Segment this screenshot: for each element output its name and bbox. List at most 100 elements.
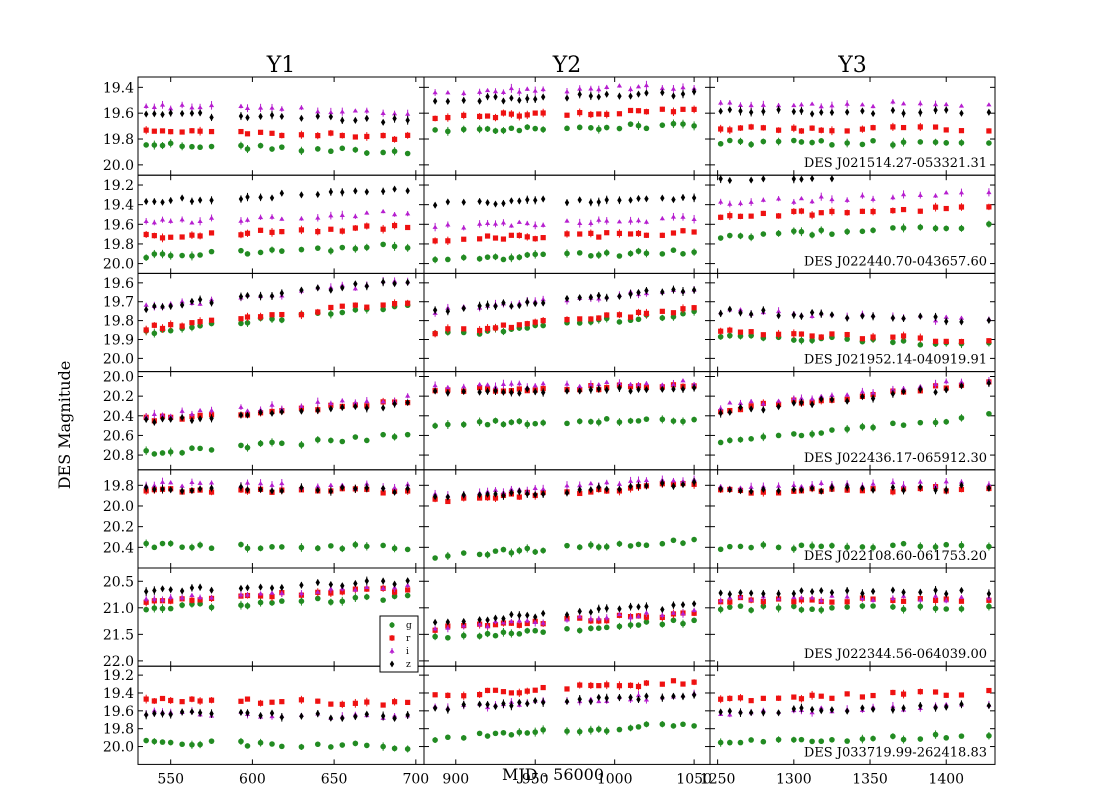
point-g <box>516 729 523 736</box>
point-i <box>844 594 850 599</box>
point-z <box>501 491 506 500</box>
point-z <box>501 299 506 307</box>
point-g <box>257 142 264 149</box>
point-z <box>197 485 203 493</box>
point-r <box>659 232 665 238</box>
point-z <box>405 116 410 124</box>
point-g <box>189 253 195 259</box>
point-r <box>208 489 215 495</box>
point-r <box>670 678 677 684</box>
point-r <box>844 331 850 338</box>
point-r <box>596 683 602 689</box>
legend-label-g: g <box>406 621 412 631</box>
point-r <box>315 133 321 139</box>
object-label: DES J022436.17-065912.30 <box>804 451 987 466</box>
point-z <box>509 489 514 497</box>
point-i <box>635 613 642 619</box>
point-z <box>890 106 896 114</box>
point-i <box>461 384 467 389</box>
point-g <box>717 546 724 553</box>
point-z <box>844 707 850 715</box>
point-i <box>870 103 876 109</box>
point-r <box>508 690 514 696</box>
point-i <box>151 596 157 601</box>
point-g <box>870 227 876 234</box>
point-g <box>900 422 907 428</box>
point-g <box>445 734 451 741</box>
point-g <box>352 146 359 153</box>
point-g <box>476 418 483 425</box>
point-i <box>958 190 965 195</box>
point-g <box>380 149 386 156</box>
point-i <box>818 103 824 109</box>
point-i <box>269 590 275 595</box>
point-z <box>644 89 649 97</box>
point-r <box>168 129 174 135</box>
point-r <box>727 327 733 333</box>
point-r <box>577 682 583 688</box>
point-i <box>932 381 939 386</box>
point-r <box>279 229 285 235</box>
point-g <box>859 736 866 742</box>
point-z <box>540 609 546 617</box>
point-i <box>328 213 334 218</box>
y-tick-label: 20.6 <box>103 428 134 444</box>
point-r <box>189 696 195 702</box>
point-i <box>445 625 451 630</box>
point-g <box>680 121 686 127</box>
point-z <box>540 388 546 397</box>
point-z <box>405 398 410 407</box>
point-z <box>533 196 538 204</box>
y-tick-label: 19.8 <box>103 722 134 738</box>
point-z <box>493 93 498 101</box>
point-r <box>477 385 483 391</box>
point-r <box>461 112 467 118</box>
point-g <box>269 146 275 152</box>
point-z <box>197 583 203 591</box>
point-i <box>540 486 546 491</box>
point-r <box>405 224 411 231</box>
point-z <box>258 193 263 201</box>
point-z <box>168 586 173 594</box>
point-z <box>189 197 195 205</box>
point-i <box>643 82 650 88</box>
point-i <box>727 100 733 105</box>
point-z <box>809 705 815 714</box>
point-i <box>680 85 686 90</box>
point-g <box>298 544 305 551</box>
y-tick-label: 19.4 <box>103 686 134 702</box>
point-z <box>727 176 733 185</box>
point-r <box>737 125 744 131</box>
point-z <box>152 197 157 206</box>
point-z <box>432 201 438 209</box>
point-z <box>680 90 686 98</box>
point-g <box>189 445 195 451</box>
point-z <box>143 415 149 424</box>
point-r <box>670 310 677 316</box>
point-g <box>524 627 531 634</box>
point-g <box>809 738 815 745</box>
point-z <box>501 388 506 396</box>
point-i <box>643 477 650 483</box>
point-g <box>238 247 244 254</box>
point-z <box>776 487 781 495</box>
point-z <box>564 198 570 207</box>
point-g <box>727 232 733 239</box>
point-z <box>364 188 369 196</box>
point-z <box>844 108 850 116</box>
point-r <box>524 321 530 327</box>
point-r <box>859 208 866 214</box>
point-z <box>152 302 157 310</box>
point-z <box>238 708 244 716</box>
point-z <box>315 406 320 415</box>
point-r <box>197 698 203 704</box>
point-r <box>917 208 923 214</box>
point-i <box>900 483 907 488</box>
point-r <box>532 687 538 693</box>
point-i <box>508 85 514 91</box>
point-z <box>299 581 304 589</box>
point-g <box>691 249 697 255</box>
point-z <box>680 193 686 202</box>
point-z <box>328 113 334 121</box>
point-r <box>445 498 451 505</box>
